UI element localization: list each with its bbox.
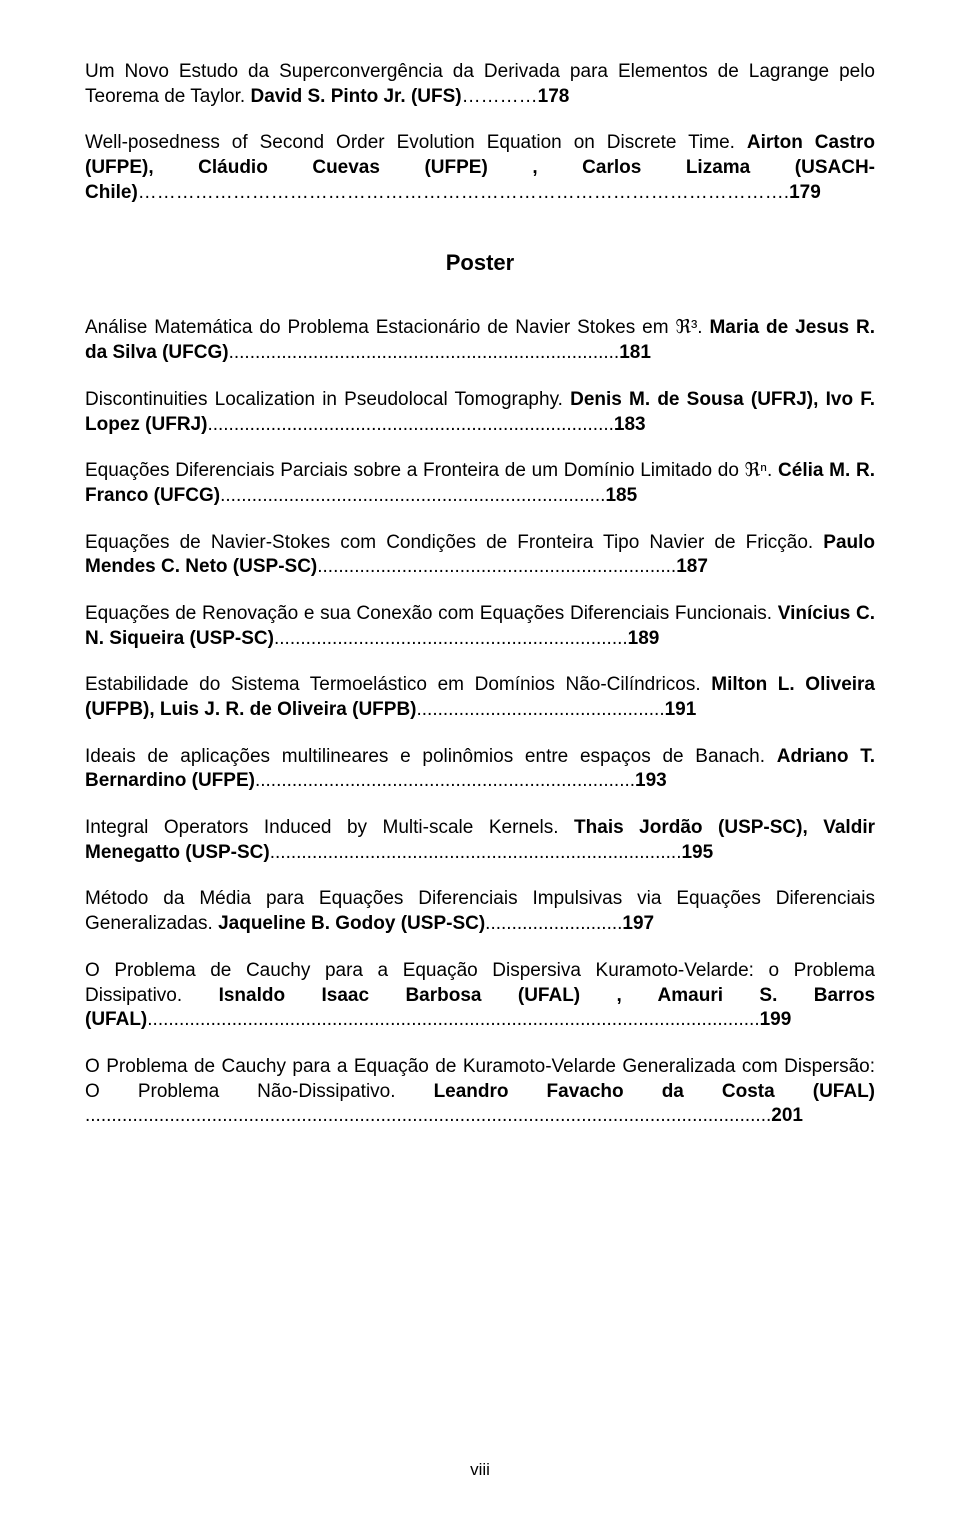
toc-entry: Equações de Renovação e sua Conexão com … (85, 602, 875, 651)
toc-entry: O Problema de Cauchy para a Equação Disp… (85, 959, 875, 1033)
toc-entry: Well-posedness of Second Order Evolution… (85, 131, 875, 205)
page-number: viii (470, 1460, 490, 1480)
document-page: Um Novo Estudo da Superconvergência da D… (0, 0, 960, 1515)
toc-entry: Um Novo Estudo da Superconvergência da D… (85, 60, 875, 109)
entries-top: Um Novo Estudo da Superconvergência da D… (85, 60, 875, 205)
toc-entry: Método da Média para Equações Diferencia… (85, 887, 875, 936)
toc-entry: Estabilidade do Sistema Termoelástico em… (85, 673, 875, 722)
toc-entry: Ideais de aplicações multilineares e pol… (85, 745, 875, 794)
section-heading-poster: Poster (85, 250, 875, 276)
entries-bottom: Análise Matemática do Problema Estacioná… (85, 316, 875, 1129)
toc-entry: Equações de Navier-Stokes com Condições … (85, 531, 875, 580)
toc-entry: Equações Diferenciais Parciais sobre a F… (85, 459, 875, 508)
toc-entry: Análise Matemática do Problema Estacioná… (85, 316, 875, 365)
toc-entry: Discontinuities Localization in Pseudolo… (85, 388, 875, 437)
toc-entry: O Problema de Cauchy para a Equação de K… (85, 1055, 875, 1129)
toc-entry: Integral Operators Induced by Multi-scal… (85, 816, 875, 865)
